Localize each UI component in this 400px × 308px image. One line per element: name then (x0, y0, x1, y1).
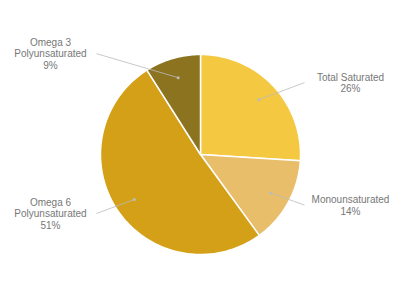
svg-text:Total Saturated26%: Total Saturated26% (317, 72, 384, 95)
svg-text:Omega 6Polyunsaturated51%: Omega 6Polyunsaturated51% (14, 197, 86, 231)
svg-text:Omega 3Polyunsaturated9%: Omega 3Polyunsaturated9% (14, 37, 86, 71)
svg-text:Monounsaturated14%: Monounsaturated14% (312, 194, 390, 217)
